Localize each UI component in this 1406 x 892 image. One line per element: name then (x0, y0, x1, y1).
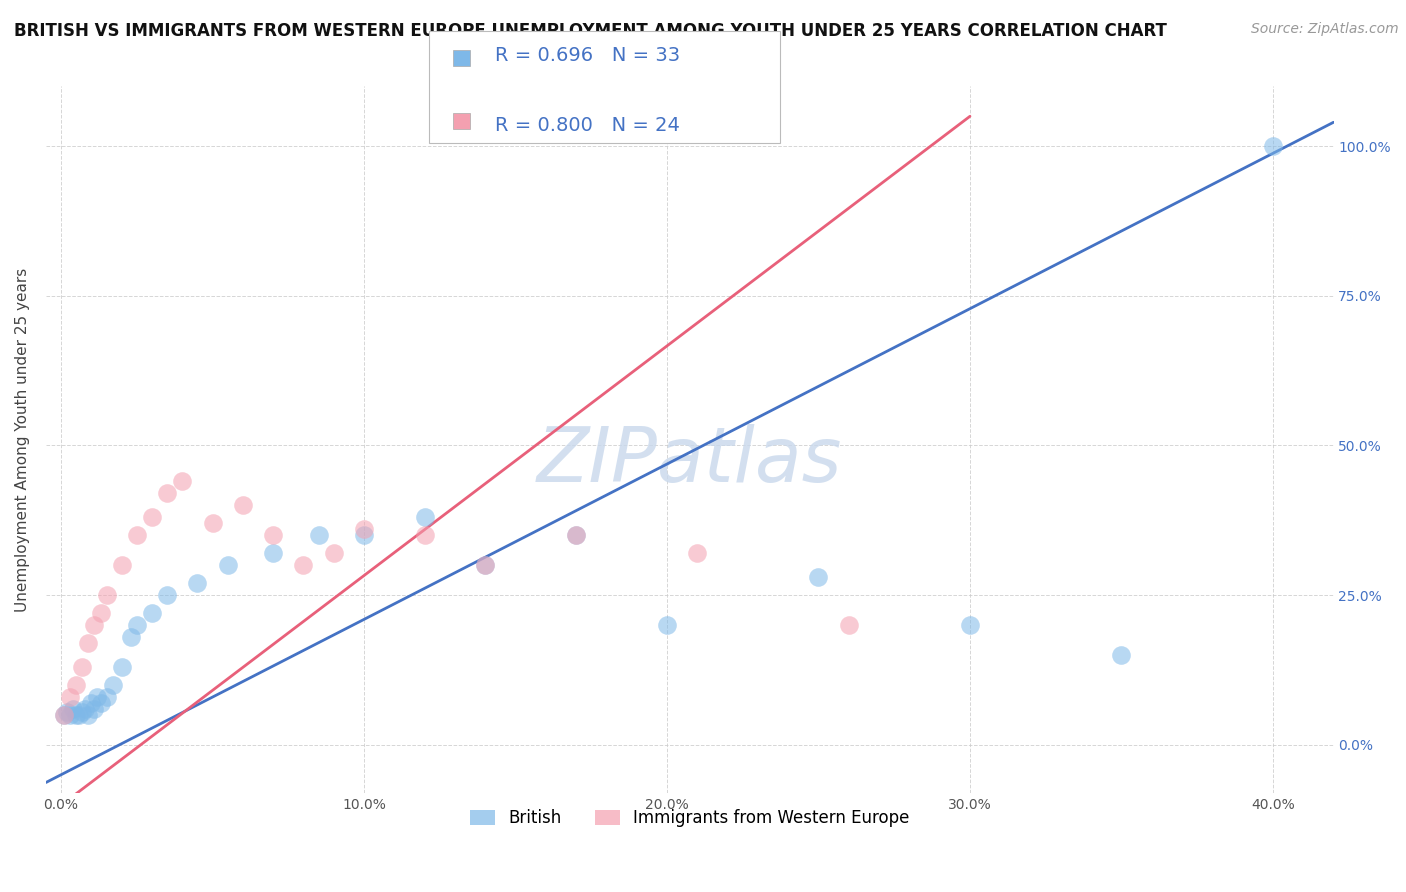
Point (807, 570, 830, 584)
Point (89, 606, 111, 620)
Point (111, 558, 134, 573)
Point (125, 618, 148, 632)
Point (474, 558, 496, 573)
Point (80, 696, 103, 710)
Point (75, 702, 97, 716)
Point (156, 588, 179, 602)
Point (308, 528, 330, 542)
Point (959, 618, 981, 632)
Point (65, 707, 87, 722)
Y-axis label: Unemployment Among Youth under 25 years: Unemployment Among Youth under 25 years (15, 268, 30, 612)
Point (72, 705, 94, 719)
Text: R = 0.696   N = 33: R = 0.696 N = 33 (495, 46, 681, 65)
Point (141, 510, 163, 524)
Point (186, 576, 208, 591)
Point (111, 660, 134, 674)
Text: BRITISH VS IMMIGRANTS FROM WESTERN EUROPE UNEMPLOYMENT AMONG YOUTH UNDER 25 YEAR: BRITISH VS IMMIGRANTS FROM WESTERN EUROP… (14, 22, 1167, 40)
Point (125, 528, 148, 542)
Point (1111, 648, 1133, 662)
Point (172, 475, 194, 489)
Point (565, 528, 588, 542)
Point (565, 528, 588, 542)
Point (72, 660, 94, 674)
Point (686, 546, 709, 560)
Point (77, 636, 100, 650)
Point (322, 546, 344, 560)
Point (262, 546, 284, 560)
Point (101, 678, 124, 692)
Text: R = 0.800   N = 24: R = 0.800 N = 24 (495, 116, 679, 135)
Point (262, 528, 284, 542)
Point (65, 678, 87, 692)
Point (413, 510, 436, 524)
Point (62, 702, 84, 716)
Point (232, 499, 254, 513)
Point (56, 705, 79, 719)
Point (53, 707, 76, 722)
Point (156, 486, 179, 500)
Point (53, 707, 76, 722)
Point (292, 558, 315, 573)
Point (83, 618, 105, 632)
Point (77, 707, 100, 722)
Point (474, 558, 496, 573)
Legend: British, Immigrants from Western Europe: British, Immigrants from Western Europe (463, 803, 917, 834)
Text: ZIPatlas: ZIPatlas (537, 424, 842, 498)
Point (83, 702, 105, 716)
Point (655, 618, 678, 632)
Point (1261, 139, 1284, 153)
Point (353, 522, 375, 536)
Point (67, 707, 90, 722)
Point (89, 696, 111, 710)
Point (96, 690, 118, 704)
Point (96, 588, 118, 602)
Point (120, 630, 142, 644)
Point (217, 558, 239, 573)
Point (86, 690, 108, 704)
Point (59, 690, 82, 704)
Point (838, 618, 860, 632)
Text: Source: ZipAtlas.com: Source: ZipAtlas.com (1251, 22, 1399, 37)
Point (59, 707, 82, 722)
Point (141, 606, 163, 620)
Point (413, 528, 436, 542)
Point (201, 516, 224, 531)
Point (353, 528, 375, 542)
